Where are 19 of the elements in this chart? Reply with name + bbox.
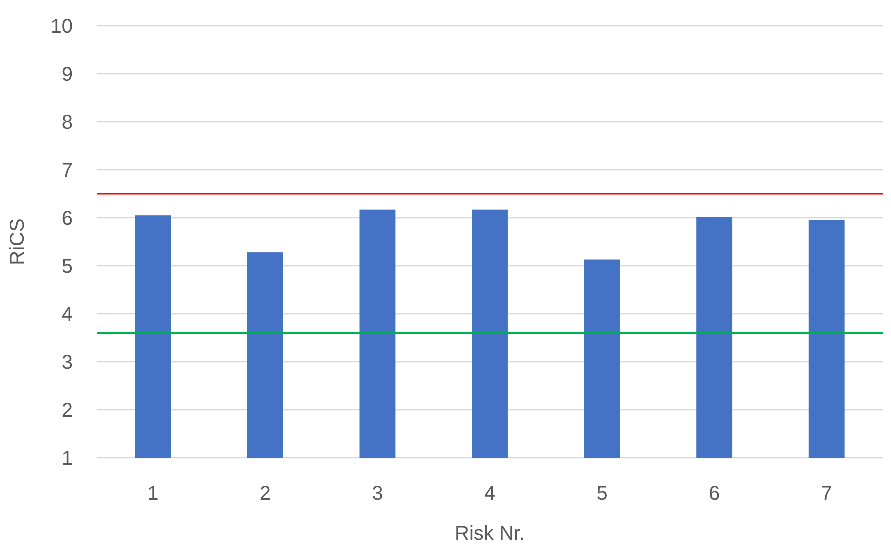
x-tick-label: 6 (709, 483, 720, 505)
x-tick-label: 2 (260, 483, 271, 505)
y-tick-label: 3 (62, 352, 73, 374)
x-axis-title: Risk Nr. (455, 523, 525, 545)
y-tick-label: 6 (62, 208, 73, 230)
y-tick-label: 1 (62, 448, 73, 470)
y-tick-label: 7 (62, 160, 73, 182)
y-tick-label: 5 (62, 256, 73, 278)
y-tick-label: 4 (62, 304, 73, 326)
y-tick-label: 2 (62, 400, 73, 422)
x-tick-label: 5 (596, 483, 608, 505)
x-tick-label: 4 (484, 483, 496, 505)
x-tick-label: 1 (148, 483, 159, 505)
y-tick-label: 9 (62, 64, 73, 86)
y-axis-title: RiCS (7, 218, 29, 266)
x-tick-label: 3 (372, 483, 384, 505)
y-tick-label: 10 (50, 16, 73, 38)
y-tick-label: 8 (62, 112, 73, 134)
x-tick-label: 7 (821, 483, 832, 505)
